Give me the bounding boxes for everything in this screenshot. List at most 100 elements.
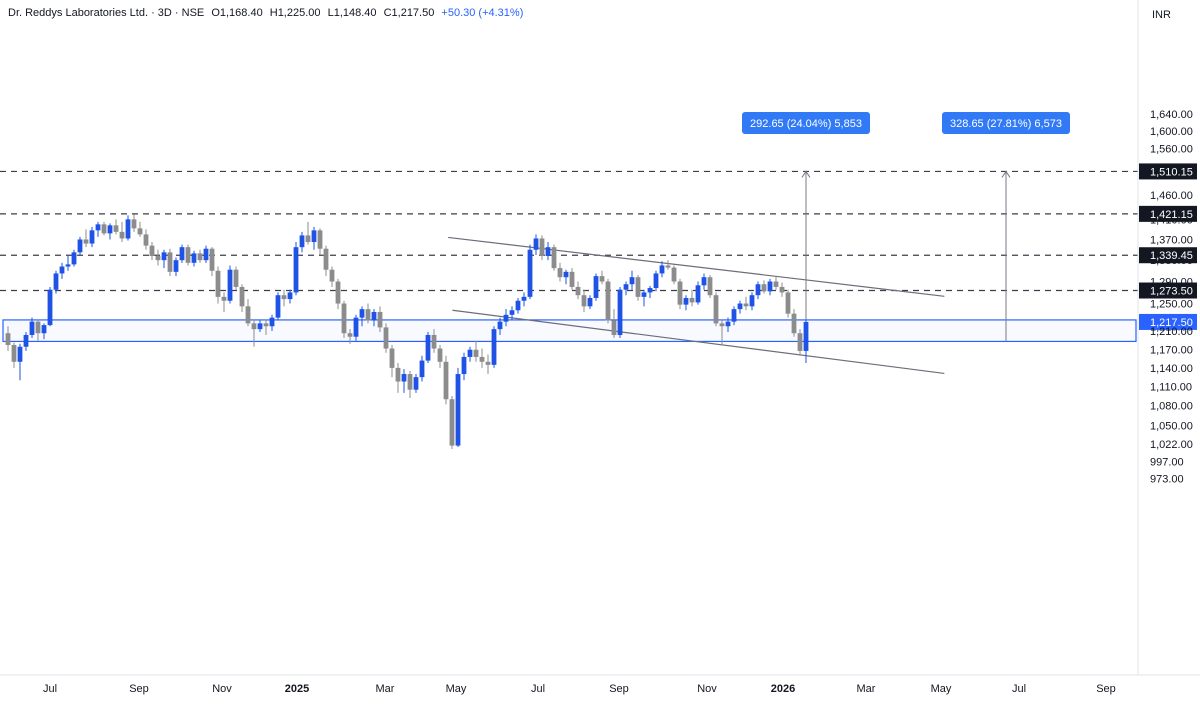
candle-body[interactable] — [485, 361, 491, 365]
candle-body[interactable] — [671, 267, 677, 282]
candle-body[interactable] — [755, 284, 761, 296]
candle-body[interactable] — [209, 248, 215, 271]
candle-body[interactable] — [383, 327, 389, 349]
candle-body[interactable] — [347, 333, 353, 337]
candle-body[interactable] — [803, 321, 809, 351]
candle-body[interactable] — [17, 346, 23, 362]
candle-body[interactable] — [419, 360, 425, 378]
candle-body[interactable] — [539, 238, 545, 256]
candle-body[interactable] — [575, 286, 581, 296]
candle-body[interactable] — [203, 248, 209, 261]
candle-body[interactable] — [743, 303, 749, 307]
candle-body[interactable] — [305, 235, 311, 243]
candle-body[interactable] — [185, 247, 191, 263]
candle-body[interactable] — [701, 277, 707, 286]
candle-body[interactable] — [467, 349, 473, 357]
candle-body[interactable] — [311, 230, 317, 243]
candle-body[interactable] — [533, 238, 539, 250]
candle-body[interactable] — [443, 361, 449, 400]
candle-body[interactable] — [761, 284, 767, 292]
candle-body[interactable] — [749, 295, 755, 307]
candle-body[interactable] — [359, 309, 365, 318]
candle-body[interactable] — [83, 239, 89, 244]
candle-body[interactable] — [137, 228, 143, 235]
candle-body[interactable] — [725, 321, 731, 327]
candle-body[interactable] — [371, 311, 377, 321]
candle-body[interactable] — [287, 292, 293, 300]
candle-body[interactable] — [407, 374, 413, 390]
candle-body[interactable] — [479, 356, 485, 362]
candle-body[interactable] — [449, 399, 455, 446]
candle-body[interactable] — [365, 309, 371, 321]
candle-body[interactable] — [227, 269, 233, 301]
support-zone-box[interactable] — [2, 319, 1137, 343]
candle-body[interactable] — [269, 317, 275, 327]
time-axis[interactable]: Jul Sep Nov 2025 Mar May Jul Sep Nov 2026 Mar May Ju… — [0, 674, 1200, 695]
channel-lower-line[interactable] — [452, 309, 945, 375]
candle-body[interactable] — [683, 297, 689, 305]
candle-body[interactable] — [659, 265, 665, 274]
candle-body[interactable] — [143, 234, 149, 246]
candle-body[interactable] — [257, 323, 263, 330]
candle-body[interactable] — [215, 270, 221, 297]
price-axis[interactable]: 1,640.001,600.001,560.001,460.001,410.00… — [1137, 0, 1197, 675]
candle-body[interactable] — [59, 266, 65, 274]
candle-body[interactable] — [785, 292, 791, 314]
candle-body[interactable] — [497, 321, 503, 330]
candle-body[interactable] — [527, 249, 533, 297]
candle-body[interactable] — [653, 273, 659, 289]
candle-body[interactable] — [95, 224, 101, 231]
candle-body[interactable] — [161, 252, 167, 261]
candle-body[interactable] — [503, 314, 509, 322]
candle-body[interactable] — [773, 281, 779, 287]
candle-body[interactable] — [281, 295, 287, 300]
candle-body[interactable] — [119, 231, 125, 239]
candle-body[interactable] — [191, 253, 197, 263]
candle-body[interactable] — [173, 260, 179, 272]
candle-body[interactable] — [395, 367, 401, 382]
candle-body[interactable] — [335, 281, 341, 304]
candle-body[interactable] — [779, 286, 785, 293]
candle-body[interactable] — [11, 344, 17, 362]
candle-body[interactable] — [689, 297, 695, 303]
candle-body[interactable] — [53, 273, 59, 290]
candle-body[interactable] — [239, 286, 245, 307]
candle-body[interactable] — [389, 348, 395, 368]
candle-body[interactable] — [767, 281, 773, 292]
candle-body[interactable] — [329, 269, 335, 282]
candle-body[interactable] — [101, 224, 107, 234]
candle-body[interactable] — [317, 230, 323, 249]
candle-body[interactable] — [509, 310, 515, 315]
candle-body[interactable] — [29, 321, 35, 335]
candle-body[interactable] — [617, 289, 623, 335]
candle-body[interactable] — [251, 323, 257, 330]
candle-body[interactable] — [461, 356, 467, 375]
candle-body[interactable] — [521, 296, 527, 301]
candle-body[interactable] — [47, 289, 53, 326]
candle-body[interactable] — [35, 321, 41, 334]
candle-body[interactable] — [731, 309, 737, 322]
candle-body[interactable] — [341, 303, 347, 334]
candle-body[interactable] — [179, 247, 185, 261]
candle-body[interactable] — [647, 288, 653, 293]
symbol-title[interactable]: Dr. Reddys Laboratories Ltd. · 3D · NSE — [8, 7, 205, 19]
candle-body[interactable] — [353, 317, 359, 337]
candle-body[interactable] — [587, 297, 593, 307]
candle-body[interactable] — [545, 247, 551, 256]
candle-body[interactable] — [299, 235, 305, 248]
candle-body[interactable] — [455, 374, 461, 446]
candle-body[interactable] — [707, 277, 713, 296]
candle-body[interactable] — [167, 252, 173, 272]
candle-body[interactable] — [5, 333, 11, 345]
candle-body[interactable] — [413, 377, 419, 390]
candle-body[interactable] — [377, 311, 383, 328]
candle-body[interactable] — [275, 295, 281, 318]
candle-body[interactable] — [629, 277, 635, 285]
candle-body[interactable] — [113, 225, 119, 232]
candle-body[interactable] — [581, 295, 587, 307]
channel-upper-line[interactable] — [448, 236, 945, 297]
candle-body[interactable] — [41, 325, 47, 334]
candle-body[interactable] — [641, 292, 647, 297]
target-label-box[interactable] — [742, 112, 870, 134]
